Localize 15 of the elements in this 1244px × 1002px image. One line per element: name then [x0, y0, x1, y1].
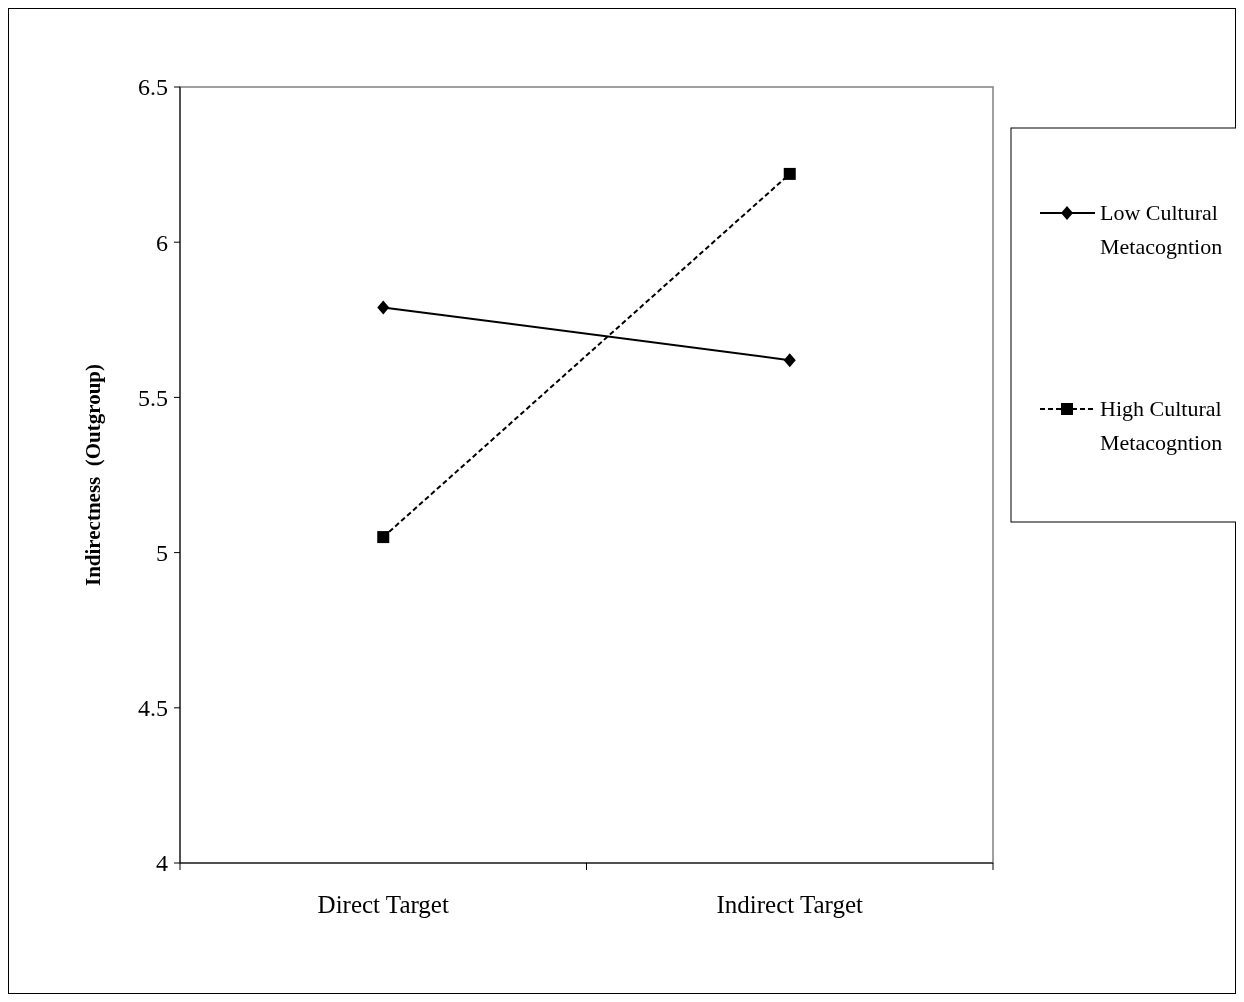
point: [377, 531, 390, 544]
x-tick-label: Indirect Target: [716, 891, 864, 918]
x-tick-label: Direct Target: [317, 891, 449, 918]
y-tick-label: 5.5: [138, 384, 168, 411]
y-tick-label: 4.5: [138, 695, 168, 722]
y-tick-label: 4: [156, 850, 168, 877]
point: [783, 167, 796, 180]
legend-label: High Cultural Metacogntion: [1100, 396, 1223, 455]
y-tick-label: 5: [156, 540, 168, 566]
point: [377, 300, 390, 315]
y-tick-label: 6: [156, 229, 168, 256]
y-axis-title: Indirectness (Outgroup): [81, 363, 105, 587]
legend-label: Low Cultural Metacogntion: [1100, 200, 1223, 259]
point: [783, 353, 796, 368]
y-tick-label: 6.5: [138, 74, 168, 101]
